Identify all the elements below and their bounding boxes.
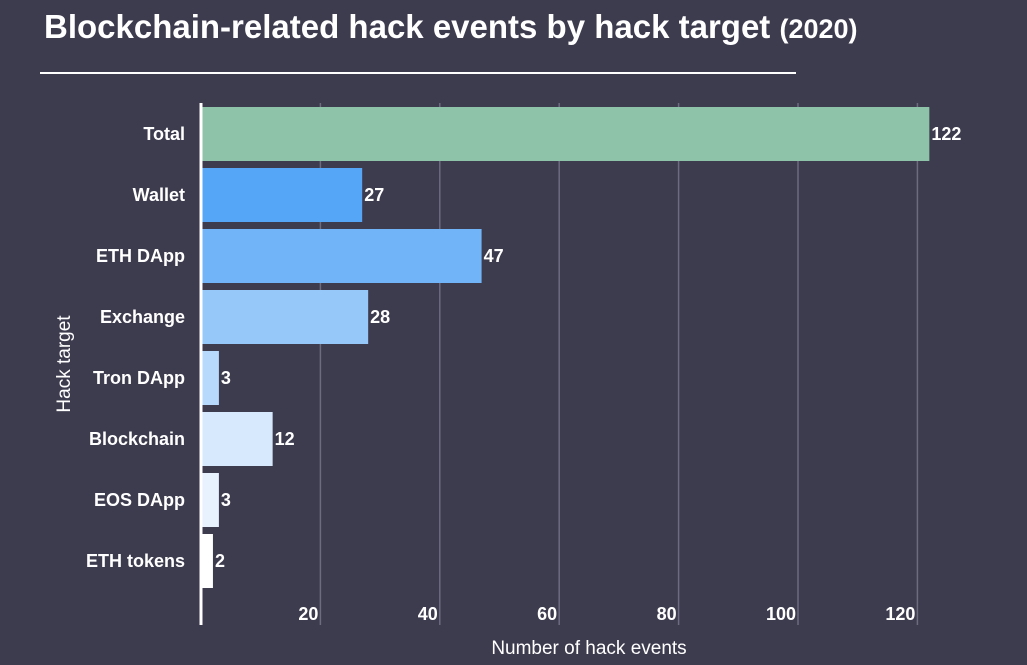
value-label: 27	[364, 185, 384, 205]
x-axis-label: Number of hack events	[491, 638, 686, 659]
bar	[201, 168, 363, 222]
value-label: 2	[215, 551, 225, 571]
category-label: Exchange	[100, 307, 185, 327]
x-tick-label: 120	[885, 604, 915, 624]
bar	[201, 473, 219, 527]
gridlines	[319, 103, 919, 625]
value-label: 122	[931, 124, 961, 144]
bar	[201, 534, 213, 588]
category-label: Total	[143, 124, 185, 144]
category-label: EOS DApp	[94, 490, 185, 510]
category-label: ETH tokens	[86, 551, 185, 571]
x-tick-label: 100	[766, 604, 796, 624]
value-label: 3	[221, 368, 231, 388]
bar	[201, 412, 273, 466]
chart-title-year: (2020)	[779, 14, 858, 44]
x-tick-label: 20	[298, 604, 318, 624]
category-label: Blockchain	[89, 429, 185, 449]
category-label: ETH DApp	[96, 246, 185, 266]
bars	[201, 107, 930, 588]
title-divider	[40, 72, 796, 74]
bar	[201, 229, 482, 283]
x-tick-labels: 20 40 60 80 100 120	[298, 604, 915, 624]
bar	[201, 107, 930, 161]
chart-title: Blockchain-related hack events by hack t…	[44, 8, 858, 46]
value-label: 47	[484, 246, 504, 266]
value-label: 3	[221, 490, 231, 510]
category-labels: Total Wallet ETH DApp Exchange Tron DApp Bloc…	[86, 124, 185, 571]
value-labels: 122 27 47 28 3 12 3 2	[215, 124, 961, 571]
x-tick-label: 40	[418, 604, 438, 624]
x-tick-label: 60	[537, 604, 557, 624]
x-tick-label: 80	[657, 604, 677, 624]
bar	[201, 351, 219, 405]
value-label: 28	[370, 307, 390, 327]
y-axis-label: Hack target	[54, 315, 75, 413]
category-label: Tron DApp	[93, 368, 185, 388]
chart-title-main: Blockchain-related hack events by hack t…	[44, 8, 771, 45]
bar	[201, 290, 369, 344]
category-label: Wallet	[133, 185, 185, 205]
value-label: 12	[275, 429, 295, 449]
